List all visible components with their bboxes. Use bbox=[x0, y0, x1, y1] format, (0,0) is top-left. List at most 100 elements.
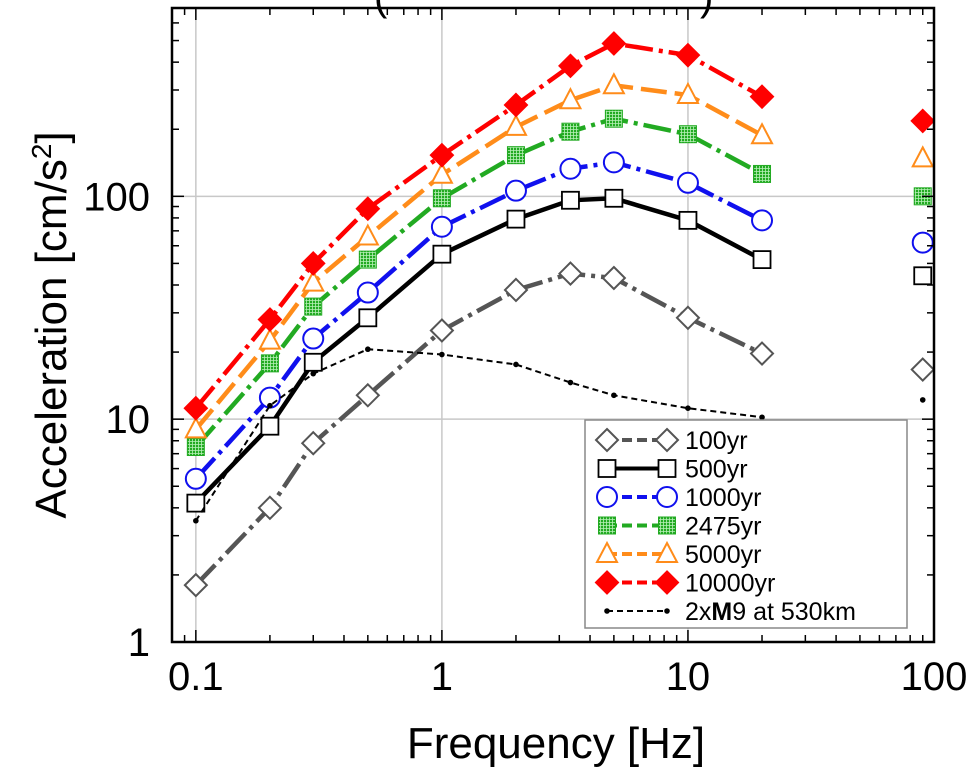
data-point bbox=[604, 109, 623, 128]
data-point bbox=[611, 392, 617, 399]
legend-label: 10000yr bbox=[685, 570, 775, 598]
y-tick-label: 10 bbox=[106, 398, 151, 442]
data-point bbox=[604, 188, 624, 208]
legend-label: 2475yr bbox=[685, 513, 761, 541]
data-point bbox=[749, 341, 775, 366]
data-point bbox=[676, 81, 700, 104]
series-2xm9-at-530km bbox=[193, 346, 926, 524]
data-point bbox=[432, 244, 452, 264]
legend-item: 5000yr bbox=[595, 540, 761, 569]
data-point bbox=[919, 397, 926, 403]
data-point bbox=[260, 354, 279, 373]
data-point bbox=[358, 250, 377, 269]
data-point bbox=[356, 223, 380, 246]
chart-title-fragment: ( bbox=[374, 0, 388, 19]
data-point bbox=[561, 190, 580, 210]
data-point bbox=[257, 307, 283, 332]
data-point bbox=[664, 608, 670, 614]
x-axis-label: Frequency [Hz] bbox=[407, 719, 705, 768]
data-point bbox=[503, 277, 529, 303]
data-point bbox=[751, 209, 774, 232]
data-point bbox=[184, 416, 208, 439]
legend-label: 500yr bbox=[685, 456, 748, 484]
data-point bbox=[430, 161, 454, 184]
data-point bbox=[658, 516, 676, 535]
series-2475yr bbox=[186, 109, 932, 457]
plot-area-frame bbox=[170, 6, 936, 644]
y-tick-label: 1 bbox=[128, 621, 150, 665]
data-point bbox=[753, 164, 772, 183]
x-tick-label: 1 bbox=[431, 655, 453, 699]
data-point bbox=[685, 405, 691, 411]
legend-label: 2xM9 at 530km bbox=[685, 598, 856, 626]
data-point bbox=[601, 31, 627, 56]
data-point bbox=[676, 171, 699, 194]
data-point bbox=[604, 608, 610, 614]
data-point bbox=[358, 308, 378, 328]
data-point bbox=[355, 196, 381, 222]
legend-item: 2475yr bbox=[598, 513, 761, 541]
data-point bbox=[910, 357, 934, 382]
data-point bbox=[429, 142, 455, 168]
data-point bbox=[594, 427, 620, 453]
data-point bbox=[558, 53, 583, 79]
series-10000yr bbox=[183, 31, 934, 421]
data-point bbox=[749, 84, 775, 110]
data-point bbox=[561, 122, 580, 141]
data-point bbox=[602, 151, 625, 174]
legend-item: 10000yr bbox=[594, 570, 775, 598]
series-line bbox=[194, 160, 764, 481]
data-point bbox=[654, 570, 680, 595]
data-point bbox=[657, 459, 677, 478]
data-point bbox=[559, 157, 582, 180]
data-point bbox=[656, 486, 678, 508]
data-point bbox=[258, 327, 282, 350]
data-point bbox=[503, 92, 529, 118]
legend-item: 2xM9 at 530km bbox=[604, 598, 856, 626]
legend-item: 1000yr bbox=[596, 484, 761, 512]
data-point bbox=[356, 281, 379, 304]
data-point bbox=[759, 414, 765, 421]
data-point bbox=[675, 42, 701, 68]
series-line bbox=[194, 196, 764, 505]
y-axis-label: Acceleration [cm/s2] bbox=[26, 131, 77, 518]
data-point bbox=[184, 467, 207, 490]
data-point bbox=[597, 459, 617, 478]
data-point bbox=[439, 351, 445, 358]
data-point bbox=[678, 210, 698, 230]
data-point bbox=[186, 438, 205, 457]
data-point bbox=[675, 305, 701, 331]
data-point bbox=[504, 113, 528, 136]
series-100yr bbox=[183, 261, 934, 598]
legend: 100yr500yr1000yr2475yr5000yr10000yr2xM9 … bbox=[584, 419, 908, 629]
data-point bbox=[506, 209, 526, 229]
series-500yr bbox=[186, 188, 933, 513]
legend-label: 5000yr bbox=[685, 541, 761, 569]
data-point bbox=[355, 382, 381, 408]
data-point bbox=[567, 379, 574, 386]
series-line bbox=[194, 41, 764, 410]
series-line bbox=[194, 116, 764, 449]
x-tick-label: 100 bbox=[901, 655, 968, 699]
data-point bbox=[558, 87, 583, 110]
data-point bbox=[432, 189, 451, 208]
y-tick-label: 100 bbox=[83, 175, 150, 219]
data-point bbox=[910, 108, 934, 134]
data-point bbox=[598, 516, 616, 535]
legend-label: 1000yr bbox=[685, 484, 761, 512]
data-point bbox=[752, 250, 772, 270]
data-point bbox=[506, 146, 525, 165]
data-point bbox=[193, 517, 199, 524]
data-point bbox=[602, 72, 626, 95]
data-point bbox=[750, 122, 774, 145]
data-point bbox=[595, 540, 619, 563]
data-point bbox=[183, 395, 209, 421]
legend-item: 500yr bbox=[597, 456, 748, 484]
data-point bbox=[303, 352, 323, 372]
data-point bbox=[911, 231, 934, 254]
data-point bbox=[654, 427, 680, 453]
data-point bbox=[186, 493, 206, 513]
data-point bbox=[301, 269, 325, 292]
data-point bbox=[429, 318, 455, 343]
